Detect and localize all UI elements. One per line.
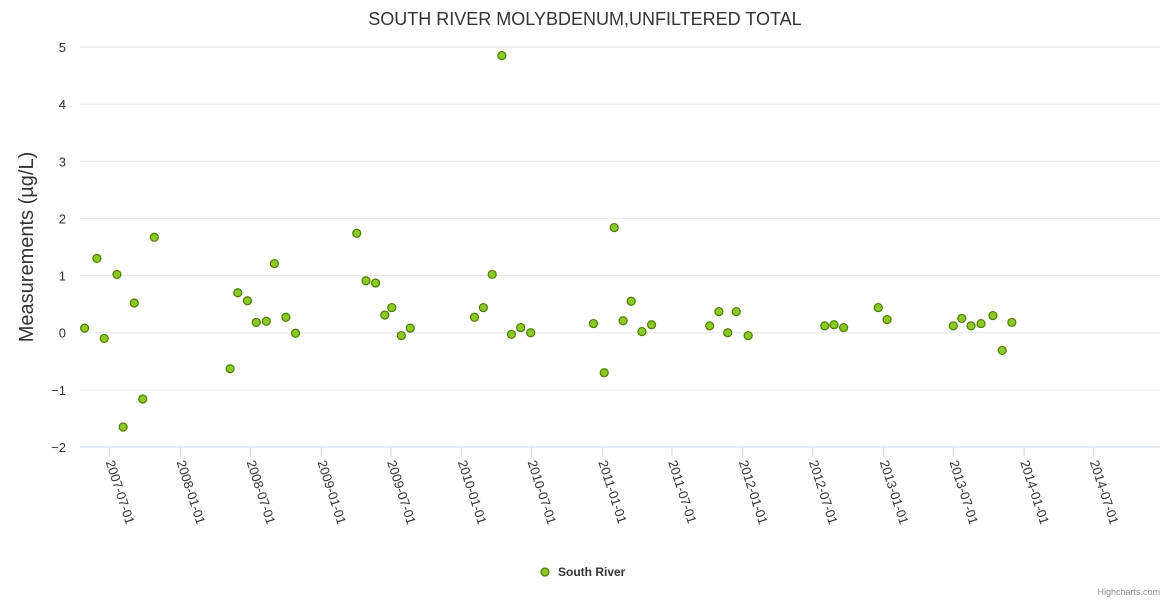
y-tick-label: 3 bbox=[59, 154, 66, 169]
chart-title: SOUTH RIVER MOLYBDENUM,UNFILTERED TOTAL bbox=[368, 9, 801, 29]
data-point[interactable] bbox=[80, 323, 90, 333]
grid-lines bbox=[80, 46, 1160, 448]
data-point[interactable] bbox=[873, 302, 883, 313]
y-tick-label: 0 bbox=[59, 326, 66, 341]
legend-label-south-river[interactable]: South River bbox=[558, 565, 626, 579]
data-point[interactable] bbox=[387, 302, 397, 313]
data-point[interactable] bbox=[705, 321, 715, 331]
data-point[interactable] bbox=[1007, 317, 1017, 328]
data-point[interactable] bbox=[370, 278, 381, 288]
data-point[interactable] bbox=[242, 296, 253, 306]
data-point[interactable] bbox=[646, 320, 657, 330]
data-point[interactable] bbox=[882, 314, 892, 325]
data-point[interactable] bbox=[723, 328, 733, 338]
y-tick-label: 1 bbox=[59, 269, 66, 284]
data-point[interactable] bbox=[820, 321, 830, 331]
data-point[interactable] bbox=[948, 321, 958, 331]
data-point[interactable] bbox=[396, 330, 406, 341]
data-point[interactable] bbox=[129, 298, 139, 308]
y-axis-ticks: −2 −1 0 1 2 3 4 5 bbox=[51, 40, 66, 455]
data-point[interactable] bbox=[251, 317, 261, 328]
data-point[interactable] bbox=[988, 310, 998, 321]
data-point[interactable] bbox=[478, 302, 488, 313]
data-point[interactable] bbox=[138, 394, 148, 404]
data-point[interactable] bbox=[112, 269, 122, 280]
data-point[interactable] bbox=[743, 330, 753, 341]
y-tick-label: −2 bbox=[51, 440, 66, 455]
credits-link[interactable]: Highcharts.com bbox=[1097, 587, 1160, 597]
data-point[interactable] bbox=[829, 320, 839, 330]
data-point[interactable] bbox=[261, 316, 271, 326]
data-point[interactable] bbox=[352, 228, 362, 238]
y-tick-label: 4 bbox=[59, 97, 66, 112]
data-point[interactable] bbox=[516, 322, 526, 333]
data-point[interactable] bbox=[487, 269, 497, 280]
data-point[interactable] bbox=[731, 306, 741, 317]
data-point[interactable] bbox=[149, 232, 159, 242]
y-tick-label: 2 bbox=[59, 211, 66, 226]
data-point[interactable] bbox=[626, 296, 636, 306]
data-point[interactable] bbox=[225, 364, 235, 374]
y-tick-label: 5 bbox=[59, 40, 66, 55]
legend[interactable]: South River bbox=[540, 565, 626, 579]
data-point[interactable] bbox=[99, 333, 109, 344]
data-point[interactable] bbox=[380, 310, 390, 320]
y-tick-label: −1 bbox=[51, 383, 66, 398]
data-point[interactable] bbox=[609, 222, 619, 233]
data-point[interactable] bbox=[526, 328, 536, 338]
data-point[interactable] bbox=[233, 288, 243, 298]
data-point[interactable] bbox=[497, 50, 507, 61]
data-point[interactable] bbox=[618, 316, 628, 326]
data-point[interactable] bbox=[957, 313, 967, 324]
data-point[interactable] bbox=[599, 368, 609, 378]
y-axis-label: Measurements (µg/L) bbox=[16, 152, 38, 342]
series-south-river bbox=[80, 50, 1017, 432]
data-point[interactable] bbox=[118, 422, 128, 432]
data-point[interactable] bbox=[966, 321, 976, 331]
data-point[interactable] bbox=[281, 312, 291, 322]
data-point[interactable] bbox=[361, 276, 371, 286]
data-point[interactable] bbox=[469, 312, 480, 322]
data-point[interactable] bbox=[405, 323, 415, 333]
data-point[interactable] bbox=[637, 326, 647, 337]
data-point[interactable] bbox=[506, 329, 517, 340]
data-point[interactable] bbox=[976, 318, 986, 329]
data-point[interactable] bbox=[269, 258, 279, 269]
data-point[interactable] bbox=[714, 306, 724, 317]
data-point[interactable] bbox=[290, 328, 301, 338]
data-point[interactable] bbox=[997, 345, 1007, 356]
data-point[interactable] bbox=[839, 322, 849, 333]
data-point[interactable] bbox=[92, 253, 102, 264]
data-point[interactable] bbox=[588, 318, 599, 329]
legend-marker[interactable] bbox=[540, 567, 550, 577]
